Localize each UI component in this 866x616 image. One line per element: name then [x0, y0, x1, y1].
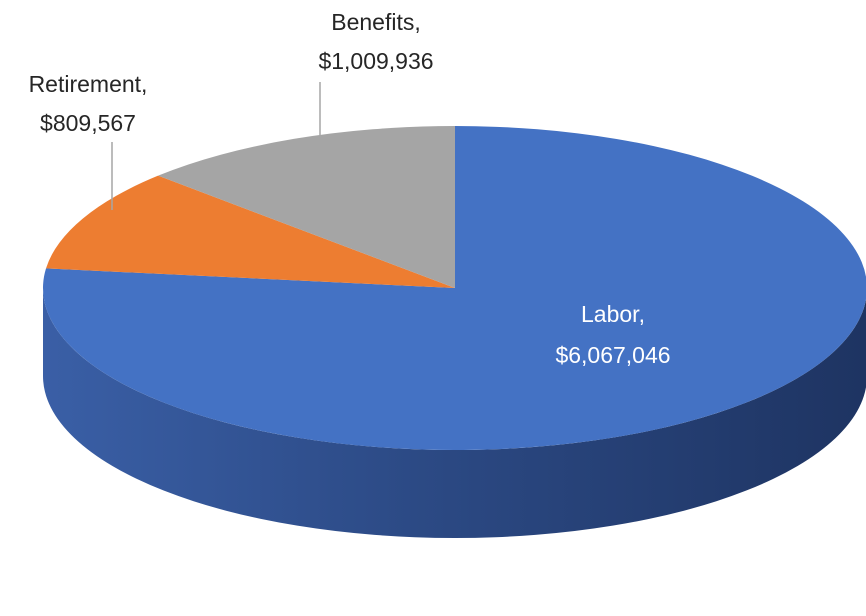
- data-label-benefits-value: $1,009,936: [318, 48, 433, 74]
- data-label-retirement-name: Retirement,: [29, 71, 148, 97]
- slice-side-labor: [43, 288, 866, 538]
- pie-sides: [43, 288, 866, 538]
- data-label-retirement-value: $809,567: [40, 110, 136, 136]
- data-label-labor-value: $6,067,046: [555, 342, 670, 368]
- top-shading: [43, 126, 866, 450]
- data-labels: Labor, $6,067,046 Retirement, $809,567 Benef…: [29, 9, 671, 368]
- data-label-benefits-name: Benefits,: [331, 9, 421, 35]
- data-label-labor-name: Labor,: [581, 301, 645, 327]
- pie-top: [43, 126, 866, 450]
- leader-lines: [111, 82, 321, 210]
